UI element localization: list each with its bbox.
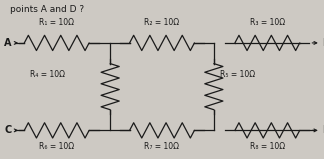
Text: R₁ = 10Ω: R₁ = 10Ω [39,18,74,27]
Text: R₂ = 10Ω: R₂ = 10Ω [145,18,179,27]
Text: R₆ = 10Ω: R₆ = 10Ω [39,142,74,151]
Text: R₇ = 10Ω: R₇ = 10Ω [145,142,179,151]
Text: D: D [322,125,324,135]
Text: R₄ = 10Ω: R₄ = 10Ω [30,70,65,79]
Text: R₈ = 10Ω: R₈ = 10Ω [250,142,285,151]
Text: C: C [4,125,11,135]
Text: B: B [322,38,324,48]
Text: points A and D ?: points A and D ? [10,5,84,14]
Text: A: A [4,38,11,48]
Text: R₅ = 10Ω: R₅ = 10Ω [220,70,255,79]
Text: R₃ = 10Ω: R₃ = 10Ω [250,18,285,27]
